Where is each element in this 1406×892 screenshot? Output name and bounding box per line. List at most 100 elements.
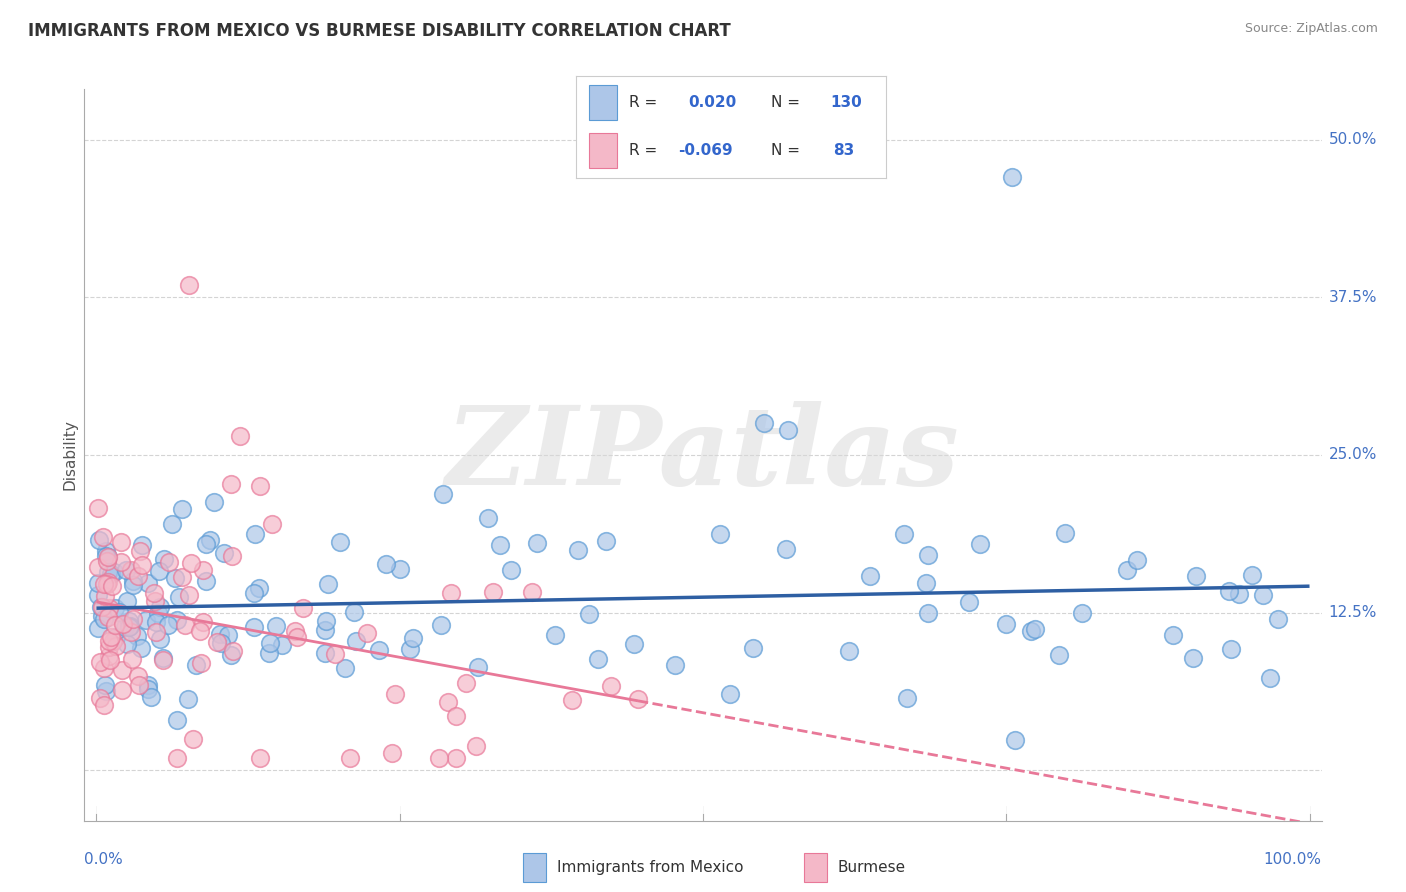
Point [356,625,378,640]
Point [1185,568,1208,582]
Text: R =: R = [628,95,657,110]
Point [120,625,142,640]
Point [595,533,617,548]
Point [120,563,142,577]
Point [191,615,214,629]
Point [97,549,120,564]
Point [152,653,174,667]
Point [464,739,486,753]
Point [291,600,314,615]
Point [127,569,149,583]
Point [108,605,131,619]
Point [127,669,149,683]
Point [198,533,221,548]
Point [627,691,650,706]
Point [90,600,112,615]
Point [243,586,266,600]
Point [149,632,172,647]
Point [190,656,212,670]
Point [1126,553,1149,567]
Point [103,566,125,580]
Point [314,646,336,660]
Point [181,731,204,746]
Point [128,677,150,691]
Point [374,557,396,571]
Point [259,636,281,650]
Point [427,750,450,764]
Point [1258,671,1281,685]
Text: 12.5%: 12.5% [1329,605,1376,620]
Point [586,652,609,666]
Point [381,747,404,761]
Point [544,628,567,642]
Point [214,547,236,561]
Text: Source: ZipAtlas.com: Source: ZipAtlas.com [1244,22,1378,36]
Point [143,586,166,600]
Point [752,417,775,431]
Point [957,595,980,609]
Point [141,690,163,704]
Point [219,477,242,491]
Point [318,577,340,591]
Point [284,624,307,638]
Point [87,576,110,591]
Point [111,617,134,632]
Point [97,565,120,579]
Point [1218,583,1240,598]
Point [323,647,346,661]
Point [180,556,202,570]
Point [194,537,217,551]
Point [499,563,522,577]
Point [100,630,122,644]
Point [194,574,217,588]
Point [98,649,121,664]
Text: Burmese: Burmese [838,860,905,875]
Point [315,614,337,628]
Point [339,750,361,764]
Point [1227,586,1250,600]
Point [1267,612,1289,626]
Point [135,613,157,627]
Point [1021,624,1043,639]
Point [775,542,797,557]
Point [87,533,110,547]
Point [709,527,731,541]
Text: Immigrants from Mexico: Immigrants from Mexico [557,860,744,875]
Point [344,633,367,648]
Point [914,575,936,590]
Point [436,696,458,710]
Point [91,530,114,544]
Point [172,570,194,584]
Point [145,624,167,639]
Point [98,653,121,667]
Point [118,620,141,634]
Point [129,544,152,558]
Point [157,555,180,569]
Point [219,648,242,663]
Point [127,629,149,643]
Point [259,646,281,660]
Point [170,502,193,516]
Point [222,644,245,658]
Point [1001,170,1024,185]
Point [245,526,267,541]
Point [148,564,170,578]
Point [115,637,138,651]
Point [776,423,799,437]
Point [969,537,991,551]
Point [136,576,159,591]
Point [97,633,120,648]
Point [101,579,124,593]
Point [152,650,174,665]
Point [1182,650,1205,665]
Point [247,582,270,596]
Point [205,635,228,649]
Point [143,594,166,608]
Bar [589,85,617,120]
Text: 25.0%: 25.0% [1329,448,1376,462]
Point [285,631,308,645]
Point [110,555,132,569]
Text: N =: N = [772,95,800,110]
Point [115,594,138,608]
Text: N =: N = [772,144,800,158]
